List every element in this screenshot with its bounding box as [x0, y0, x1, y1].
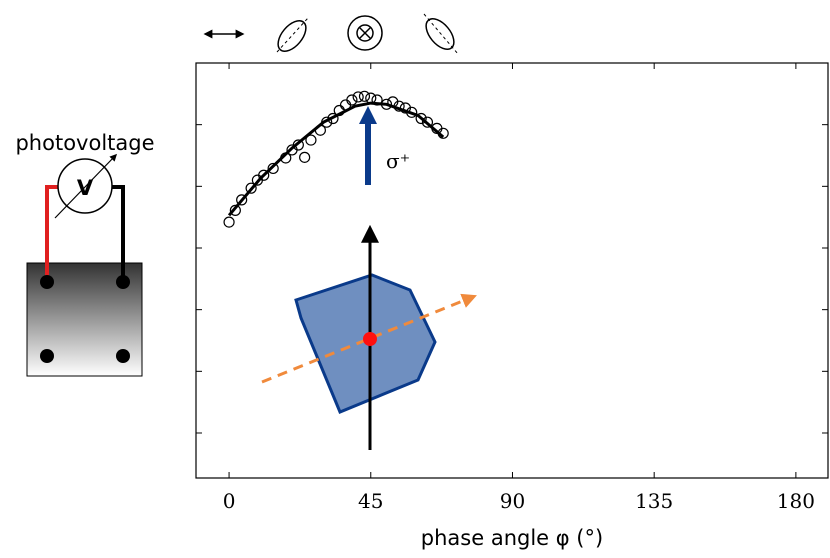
data-point — [371, 94, 383, 106]
data-point — [236, 194, 248, 206]
data-point — [223, 216, 235, 228]
x-tick-label: 180 — [777, 489, 815, 513]
data-point — [358, 90, 371, 102]
circuit-label: photovoltage — [15, 131, 154, 155]
data-point — [229, 204, 241, 216]
polarization-icons — [203, 13, 459, 55]
data-point — [406, 106, 418, 118]
data-point — [245, 182, 257, 194]
data-point — [258, 169, 270, 181]
data-point — [437, 127, 449, 139]
data-point — [346, 94, 358, 106]
x-tick-label: 90 — [500, 489, 525, 513]
data-point — [352, 91, 364, 103]
data-point — [393, 100, 405, 112]
data-point — [339, 99, 352, 111]
data-point — [299, 151, 311, 163]
data-point — [380, 98, 393, 110]
data-point — [321, 116, 333, 128]
meter-label: V — [77, 176, 94, 200]
data-point — [305, 134, 317, 146]
data-point — [333, 104, 345, 117]
x-tick-label: 0 — [223, 489, 236, 513]
data-point — [421, 116, 434, 128]
data-point — [365, 92, 377, 104]
data-point — [280, 152, 292, 164]
data-point — [415, 112, 427, 125]
x-axis-label: phase angle φ (°) — [421, 526, 603, 550]
fit-line — [227, 101, 445, 217]
data-point — [292, 139, 304, 151]
data-point — [327, 112, 339, 125]
annotation: σ⁺ — [386, 149, 410, 173]
circuit — [26, 153, 143, 377]
data-point — [267, 162, 279, 175]
x-tick-label: 135 — [635, 489, 673, 513]
data-point — [314, 124, 326, 136]
plot-frame — [195, 62, 829, 479]
inset-diagram — [261, 106, 477, 450]
x-tick-label: 45 — [358, 489, 383, 513]
